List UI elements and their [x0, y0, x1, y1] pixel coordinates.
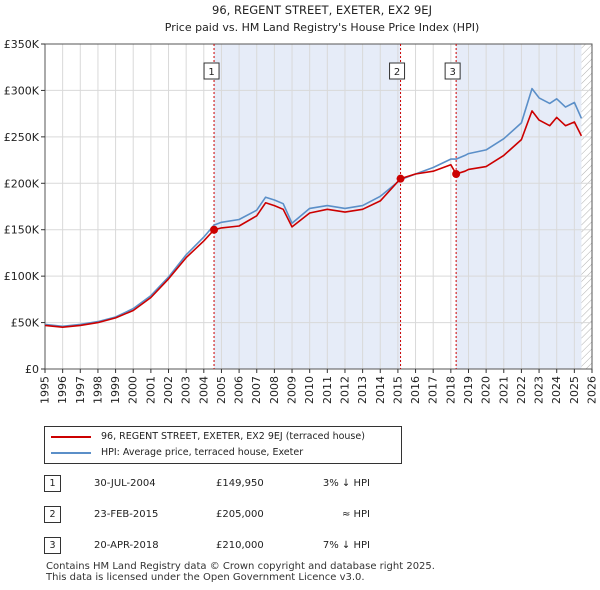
transaction-price: £210,000: [216, 540, 264, 551]
legend-swatch-hpi: [51, 451, 91, 454]
x-tick-label: 1999: [109, 376, 122, 404]
transaction-date: 30-JUL-2004: [94, 478, 156, 489]
y-tick-label: £100K: [4, 270, 40, 283]
x-tick-label: 2006: [233, 376, 246, 404]
series-line-property: [44, 110, 583, 329]
legend-label-property: 96, REGENT STREET, EXETER, EX2 9EJ (terr…: [101, 431, 365, 442]
footer-line-licence: This data is licensed under the Open Gov…: [46, 572, 365, 583]
x-tick-label: 2008: [268, 376, 281, 404]
x-tick-label: 2022: [515, 376, 528, 404]
shaded-ownership-period: [214, 44, 401, 369]
x-tick-label: 2026: [586, 376, 599, 404]
x-tick-label: 2013: [356, 376, 369, 404]
table-row: 2 23-FEB-2015 £205,000 ≈ HPI: [44, 506, 384, 524]
transaction-point: [452, 170, 461, 178]
transaction-badge: 2: [44, 506, 61, 523]
x-tick-label: 2023: [533, 376, 546, 404]
x-tick-label: 2007: [250, 376, 263, 404]
footer-line-copyright: Contains HM Land Registry data © Crown c…: [46, 561, 435, 572]
x-tick-label: 2005: [215, 376, 228, 404]
y-tick-label: £0: [25, 363, 39, 376]
x-tick-label: 2020: [480, 376, 493, 404]
x-tick-label: 2001: [144, 376, 157, 404]
x-tick-label: 2010: [303, 376, 316, 404]
transaction-price: £149,950: [216, 478, 264, 489]
transaction-point: [210, 225, 219, 234]
transaction-label-box: [389, 62, 406, 80]
x-tick-label: 2025: [568, 376, 581, 404]
x-tick-label: 1998: [91, 376, 104, 404]
legend-item-property: 96, REGENT STREET, EXETER, EX2 9EJ (terr…: [51, 430, 365, 444]
x-tick-label: 2018: [444, 376, 457, 404]
x-tick-label: 2017: [427, 376, 440, 404]
transaction-label: 1: [208, 67, 214, 78]
plot-frame: [44, 43, 593, 370]
y-tick-label: £300K: [4, 84, 40, 97]
x-tick-label: 2004: [197, 376, 210, 404]
forecast-hatch-region: [581, 44, 592, 369]
x-tick-label: 2014: [374, 376, 387, 404]
x-tick-label: 2003: [180, 376, 193, 404]
transaction-price: £205,000: [216, 509, 264, 520]
x-tick-label: 2011: [321, 376, 334, 404]
transaction-date: 20-APR-2018: [94, 540, 159, 551]
shaded-ownership-period: [456, 44, 582, 369]
transaction-label: 2: [394, 67, 400, 78]
transaction-label-box: [444, 62, 461, 80]
y-tick-label: £200K: [4, 177, 40, 190]
x-tick-label: 2021: [497, 376, 510, 404]
chart-legend: 96, REGENT STREET, EXETER, EX2 9EJ (terr…: [44, 426, 402, 464]
legend-label-hpi: HPI: Average price, terraced house, Exet…: [101, 447, 304, 458]
table-row: 1 30-JUL-2004 £149,950 3% ↓ HPI: [44, 475, 384, 493]
x-tick-label: 2015: [391, 376, 404, 404]
legend-item-hpi: HPI: Average price, terraced house, Exet…: [51, 446, 303, 460]
x-tick-label: 2000: [127, 376, 140, 404]
transaction-date: 23-FEB-2015: [94, 509, 159, 520]
price-chart: 96, REGENT STREET, EXETER, EX2 9EJ Price…: [4, 3, 599, 404]
chart-title: 96, REGENT STREET, EXETER, EX2 9EJ: [212, 3, 432, 17]
transaction-hpi-relation: ≈ HPI: [341, 509, 370, 520]
x-tick-label: 1997: [74, 376, 87, 404]
y-tick-label: £150K: [4, 224, 40, 237]
footer-attribution: Contains HM Land Registry data © Crown c…: [46, 561, 435, 583]
x-tick-label: 1996: [56, 376, 69, 404]
x-tick-label: 2002: [162, 376, 175, 404]
transaction-label: 3: [449, 67, 455, 78]
y-tick-label: £250K: [4, 131, 40, 144]
x-tick-label: 2024: [550, 376, 563, 404]
transaction-badge: 1: [44, 475, 61, 492]
y-tick-label: £350K: [4, 38, 40, 51]
x-tick-label: 1995: [39, 376, 52, 404]
transaction-badge: 3: [44, 537, 61, 554]
chart-subtitle: Price paid vs. HM Land Registry's House …: [165, 21, 480, 34]
x-tick-label: 2009: [286, 376, 299, 404]
transaction-point: [396, 174, 405, 183]
x-tick-label: 2019: [462, 376, 475, 404]
table-row: 3 20-APR-2018 £210,000 7% ↓ HPI: [44, 537, 384, 555]
x-tick-label: 2012: [338, 376, 351, 404]
transaction-hpi-relation: 7% ↓ HPI: [322, 540, 370, 551]
x-tick-label: 2016: [409, 376, 422, 404]
series-line-hpi: [44, 87, 583, 328]
transaction-hpi-relation: 3% ↓ HPI: [322, 478, 370, 489]
transaction-label-box: [203, 62, 220, 80]
y-tick-label: £50K: [11, 317, 40, 330]
legend-swatch-property: [51, 435, 91, 438]
